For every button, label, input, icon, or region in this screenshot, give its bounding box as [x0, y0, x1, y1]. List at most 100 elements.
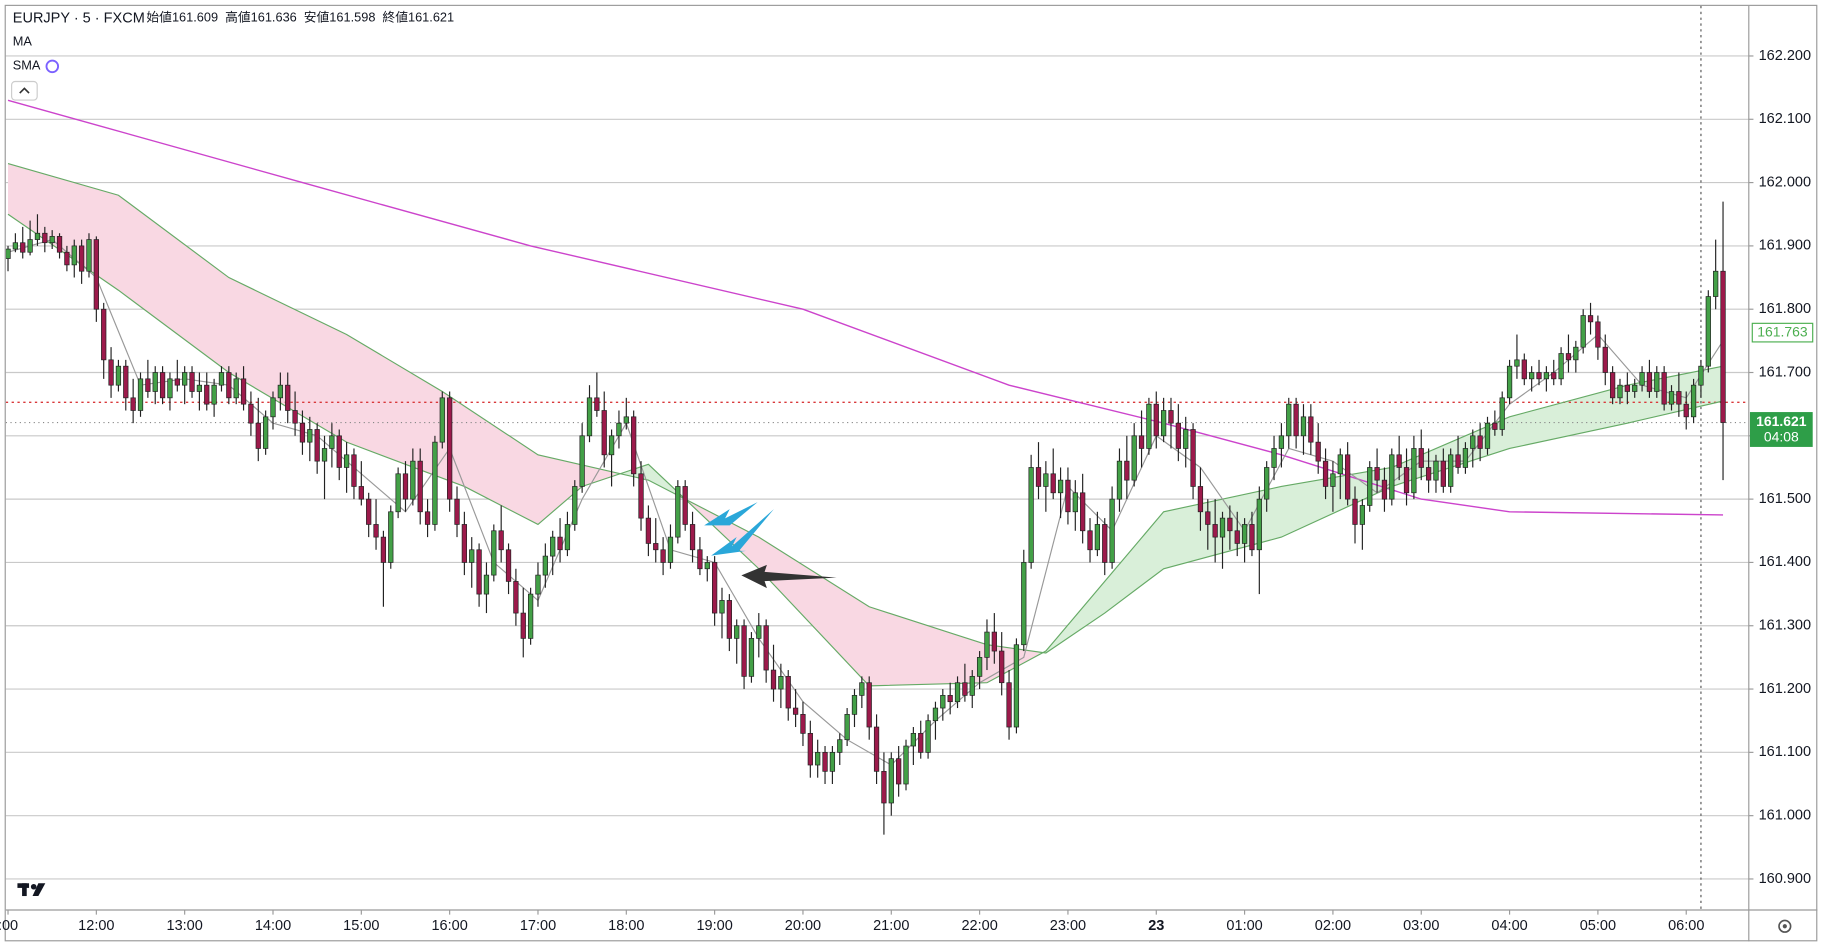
candle-body — [211, 384, 217, 405]
candle-body — [373, 524, 379, 538]
candle-body — [1013, 644, 1020, 728]
candle-body — [395, 473, 401, 513]
candle-body — [1080, 492, 1086, 532]
ma-band-fill — [1038, 366, 1724, 656]
candle-body — [682, 486, 688, 525]
candle-body — [1293, 403, 1299, 437]
indicator-icon[interactable] — [45, 59, 60, 74]
candle-body — [12, 242, 19, 250]
candle-body — [1094, 524, 1101, 551]
candle-body — [93, 239, 99, 310]
candle-body — [1455, 454, 1461, 468]
candle-body — [1264, 467, 1270, 500]
candle-body — [447, 397, 453, 500]
candle-body — [1190, 429, 1196, 487]
candle-body — [947, 695, 953, 703]
candle-body — [918, 733, 924, 753]
indicator-label: SMA — [13, 58, 41, 73]
candle-body — [976, 657, 983, 677]
x-tick-label: 22:00 — [961, 918, 997, 934]
candle-body — [1183, 429, 1189, 449]
x-tick-label: 18:00 — [608, 918, 644, 934]
ohlc-label: 始値 — [146, 10, 172, 25]
candle-body — [1632, 384, 1638, 392]
candle-body — [888, 758, 894, 804]
candle-body — [1271, 448, 1277, 468]
candle-body — [1573, 346, 1579, 361]
settings-button[interactable] — [1778, 919, 1792, 933]
frame — [4, 4, 1818, 942]
candle-body — [1418, 448, 1424, 468]
candle-body — [1028, 467, 1034, 563]
candle-body — [388, 511, 394, 563]
candle-body — [351, 454, 357, 487]
candle-body — [542, 555, 548, 576]
candle-body — [424, 511, 431, 525]
candle-body — [1683, 403, 1689, 418]
candle-body — [719, 600, 725, 614]
candle-body — [226, 372, 232, 399]
candle-body — [498, 530, 504, 551]
x-tick-label: 23:00 — [1050, 918, 1086, 934]
candle-body — [159, 372, 166, 399]
candle-body — [270, 397, 276, 418]
candle-body — [910, 733, 916, 747]
collapse-button[interactable] — [11, 80, 38, 101]
candle-body — [1521, 359, 1527, 380]
candle-body — [925, 720, 931, 753]
candle-body — [697, 549, 703, 570]
candle-body — [770, 669, 777, 690]
candle-body — [873, 726, 880, 772]
x-tick-label: 06:00 — [1668, 918, 1704, 934]
annotation-arrows — [704, 502, 837, 589]
x-tick-label: 15:00 — [343, 918, 379, 934]
candle-body — [594, 397, 600, 411]
candle-body — [1249, 524, 1255, 551]
y-tick-label: 160.900 — [1759, 871, 1811, 887]
candle-body — [1278, 435, 1285, 449]
candle-body — [1403, 467, 1410, 494]
y-tick-label: 161.800 — [1759, 301, 1811, 317]
candle-body — [1021, 562, 1027, 646]
price-tag-label: 161.621 — [1756, 413, 1807, 429]
candle-body — [277, 384, 283, 399]
candle-body — [1448, 454, 1454, 487]
candle-body — [903, 745, 909, 785]
axes: 160.900 161.000 161.100 161.200 161.300 161.4… — [0, 48, 1814, 934]
candle-body — [1661, 372, 1667, 405]
x-tick-label: 20:00 — [785, 918, 821, 934]
blue-arrow — [711, 509, 774, 556]
y-tick-label: 162.000 — [1759, 174, 1811, 190]
candle-body — [1433, 460, 1439, 481]
settings-icon — [1782, 924, 1787, 929]
candle-body — [815, 752, 821, 766]
candle-body — [1330, 473, 1336, 487]
black-arrow — [741, 564, 837, 589]
candle-body — [1506, 365, 1513, 399]
candle-body — [1212, 524, 1218, 538]
candle-body — [1300, 416, 1307, 437]
candle-body — [1345, 454, 1351, 500]
y-tick-label: 161.000 — [1759, 807, 1811, 823]
candle-body — [1072, 492, 1078, 513]
candle-body — [439, 397, 445, 443]
candle-body — [962, 682, 968, 696]
ohlc-label: 安値 — [304, 10, 330, 25]
candle-body — [1374, 467, 1380, 481]
candle-body — [866, 682, 872, 728]
x-tick-label: 23 — [1148, 918, 1164, 934]
y-tick-label: 162.100 — [1759, 111, 1811, 127]
candle-body — [285, 384, 291, 411]
candle-body — [417, 460, 423, 513]
x-tick-label: 14:00 — [255, 918, 291, 934]
candle-body — [1389, 454, 1395, 500]
x-tick-label: 05:00 — [1580, 918, 1616, 934]
candle-body — [1477, 435, 1483, 449]
candle-body — [734, 625, 740, 639]
candle-body — [34, 232, 41, 240]
candle-body — [115, 365, 122, 386]
x-tick-label: 19:00 — [696, 918, 732, 934]
candle-body — [1690, 384, 1697, 418]
indicator-label: MA — [13, 33, 33, 48]
